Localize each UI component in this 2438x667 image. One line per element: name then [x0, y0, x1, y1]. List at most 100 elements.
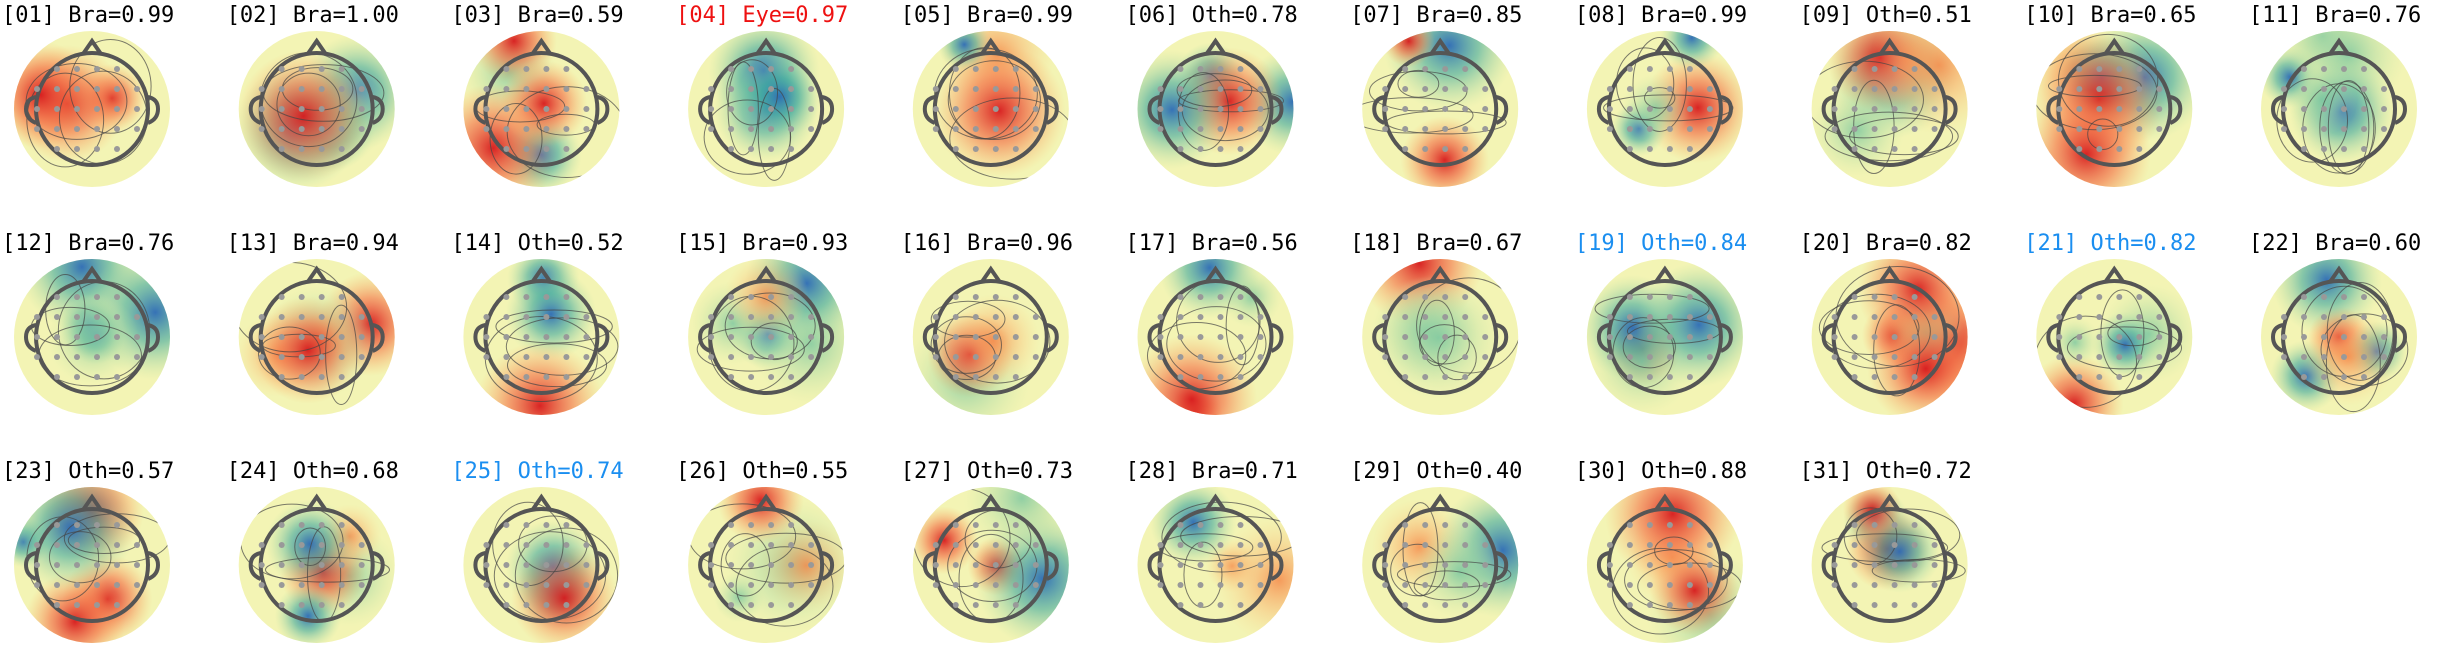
left-ear — [1821, 323, 1835, 353]
electrode — [1012, 66, 1019, 72]
electrode — [1706, 314, 1713, 320]
contour — [1177, 72, 1230, 151]
electrode — [503, 542, 510, 548]
left-ear — [248, 95, 262, 125]
electrode — [728, 602, 735, 608]
component-label: [29] Oth=0.40 — [1350, 459, 1522, 484]
electrode — [2156, 126, 2163, 132]
electrode — [94, 86, 100, 92]
electrode — [1197, 86, 1204, 92]
contour — [325, 304, 358, 406]
electrode — [318, 294, 325, 300]
electrode — [1666, 374, 1673, 380]
electrode — [1891, 86, 1898, 92]
electrode — [503, 562, 510, 568]
electrode — [74, 314, 80, 320]
electrode — [74, 126, 80, 132]
electrode — [338, 146, 345, 152]
electrode — [972, 126, 979, 132]
electrode — [523, 106, 530, 112]
electrode — [318, 542, 325, 548]
electrode — [932, 542, 939, 548]
electrode — [972, 66, 979, 72]
electrode — [992, 86, 999, 92]
electrode — [1217, 374, 1224, 380]
electrode — [1686, 602, 1693, 608]
activation-blob — [737, 54, 822, 139]
left-ear — [1821, 95, 1835, 125]
activation-blob — [1867, 309, 1968, 415]
component-label: [08] Bra=0.99 — [1575, 3, 1747, 28]
left-ear — [1372, 323, 1386, 353]
electrode — [1177, 146, 1184, 152]
activation-blob — [1158, 259, 1261, 319]
electrode — [2156, 314, 2163, 320]
electrode — [768, 582, 775, 588]
electrode — [278, 582, 285, 588]
electrode — [1177, 582, 1184, 588]
electrode — [748, 334, 755, 340]
activation — [1362, 259, 1519, 402]
electrode — [788, 374, 795, 380]
electrode — [298, 522, 305, 528]
topomap: [14] Oth=0.52 — [451, 231, 624, 415]
electrode — [1482, 542, 1489, 548]
electrode — [74, 522, 80, 528]
component-label: [30] Oth=0.88 — [1575, 459, 1747, 484]
electrode — [1402, 562, 1409, 568]
electrode — [318, 126, 325, 132]
electrode — [503, 66, 510, 72]
electrode — [2116, 66, 2123, 72]
electrode — [1177, 294, 1184, 300]
electrode — [2281, 86, 2287, 92]
electrode — [2361, 294, 2367, 300]
electrode — [972, 602, 979, 608]
electrode — [278, 314, 285, 320]
topomap: [27] Oth=0.73 — [901, 459, 1073, 643]
topomap: [03] Bra=0.59 — [451, 3, 624, 187]
electrode — [318, 602, 325, 608]
right-ear — [1045, 95, 1059, 125]
electrode — [932, 354, 939, 360]
electrode — [2096, 354, 2103, 360]
electrode — [34, 334, 40, 340]
electrode — [728, 542, 735, 548]
electrode — [2076, 314, 2083, 320]
contour — [276, 72, 341, 137]
topomap: [29] Oth=0.40 — [1350, 459, 1522, 643]
component-label: [10] Bra=0.65 — [2024, 3, 2196, 28]
electrode — [94, 146, 100, 152]
electrode — [1626, 146, 1633, 152]
electrode — [2096, 374, 2103, 380]
electrode — [258, 126, 265, 132]
electrode — [1197, 146, 1204, 152]
electrode — [298, 374, 305, 380]
electrode — [94, 522, 100, 528]
electrode — [298, 334, 305, 340]
activation — [2036, 283, 2193, 415]
electrode — [1851, 126, 1858, 132]
electrode — [258, 106, 265, 112]
electrode — [2156, 106, 2163, 112]
electrode — [114, 146, 120, 152]
electrode — [952, 562, 959, 568]
electrode — [54, 106, 60, 112]
electrode — [1422, 86, 1429, 92]
topomap: [24] Oth=0.68 — [227, 459, 399, 643]
electrode — [74, 66, 80, 72]
electrode — [2056, 354, 2063, 360]
electrode — [543, 334, 550, 340]
component-label: [18] Bra=0.67 — [1350, 231, 1522, 256]
electrode — [1462, 106, 1469, 112]
electrode — [134, 314, 140, 320]
left-ear — [1147, 95, 1161, 125]
component-label: [21] Oth=0.82 — [2024, 231, 2196, 256]
contour — [930, 300, 1006, 338]
electrode — [1706, 106, 1713, 112]
electrode — [1442, 582, 1449, 588]
electrode — [2301, 294, 2307, 300]
nose — [1654, 265, 1676, 284]
nose — [81, 265, 103, 284]
electrode — [2156, 86, 2163, 92]
electrode — [1012, 294, 1019, 300]
